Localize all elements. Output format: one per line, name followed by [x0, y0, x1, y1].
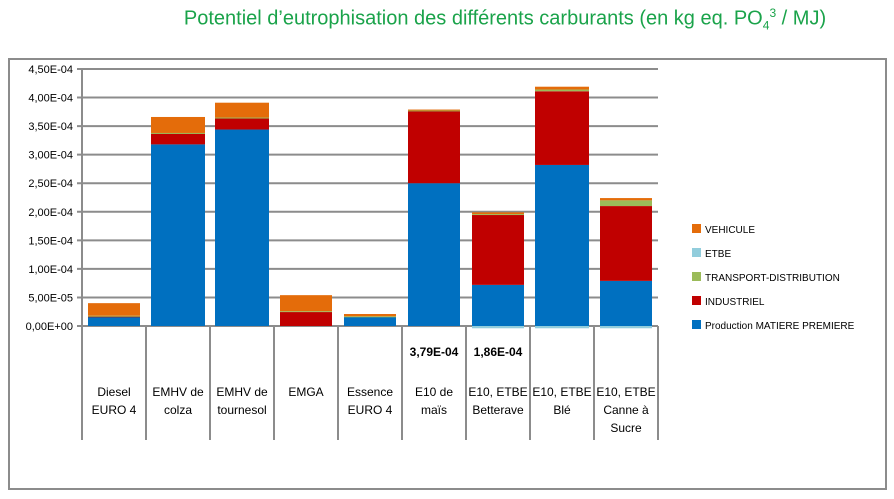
- x-category-label: Diesel: [97, 385, 130, 399]
- legend-label: TRANSPORT-DISTRIBUTION: [705, 273, 840, 284]
- bar-segment-vehicule: [535, 86, 589, 90]
- bar-segment-transport-distribution: [472, 214, 524, 216]
- title-sup: 3: [769, 6, 777, 20]
- bar-segment-production-matiere-premiere: [600, 280, 652, 326]
- x-category-label: Betterave: [472, 403, 524, 417]
- bar-segment-vehicule: [344, 314, 396, 317]
- bar-segment-transport-distribution: [408, 110, 460, 112]
- bar-segment-transport-distribution: [280, 311, 332, 313]
- x-category-label: EURO 4: [92, 403, 137, 417]
- bar-segment-industriel: [280, 311, 332, 326]
- y-tick-label: 4,50E-04: [28, 64, 73, 76]
- x-category-label: EURO 4: [348, 403, 393, 417]
- title-text: Potentiel d’eutrophisation des différent…: [183, 7, 763, 30]
- bar-segment-vehicule: [600, 198, 652, 201]
- bar-segment-industriel: [408, 110, 460, 184]
- bar-segment-transport-distribution: [151, 132, 205, 134]
- bar-segment-industriel: [535, 91, 589, 165]
- legend-swatch: [692, 296, 701, 305]
- x-category-label: tournesol: [217, 403, 266, 417]
- chart-frame: [8, 58, 887, 490]
- bar-segment-vehicule: [472, 212, 524, 215]
- bar-segment-industriel: [88, 316, 140, 318]
- title-end: / MJ): [776, 7, 827, 30]
- bar-segment-transport-distribution: [88, 315, 140, 317]
- bar-segment-vehicule: [88, 303, 140, 316]
- bar-segment-etbe: [535, 326, 589, 329]
- y-tick-label: 1,00E-04: [28, 264, 73, 276]
- legend-swatch: [692, 320, 701, 329]
- chart-title: Potentiel d’eutrophisation des différent…: [0, 6, 894, 33]
- data-label: 3,79E-04: [410, 345, 459, 359]
- bar-segment-industriel: [600, 206, 652, 281]
- legend-label: INDUSTRIEL: [705, 297, 765, 308]
- x-category-label: Canne à: [603, 403, 649, 417]
- bar-segment-transport-distribution: [600, 200, 652, 207]
- y-tick-label: 0,00E+00: [26, 321, 73, 333]
- title-sub: 4: [762, 18, 770, 33]
- bar-segment-vehicule: [215, 102, 269, 118]
- bar-segment-production-matiere-premiere: [215, 129, 269, 326]
- bar-segment-production-matiere-premiere: [88, 316, 140, 326]
- y-tick-label: 2,00E-04: [28, 207, 73, 219]
- x-category-label: Essence: [347, 385, 393, 399]
- bar-segment-vehicule: [151, 116, 205, 133]
- bar-segment-production-matiere-premiere: [151, 144, 205, 326]
- y-tick-label: 3,00E-04: [28, 150, 73, 162]
- legend-swatch: [692, 224, 701, 233]
- x-category-label: E10, ETBE: [596, 385, 655, 399]
- legend-label: Production MATIERE PREMIERE: [705, 321, 855, 332]
- bar-segment-transport-distribution: [344, 316, 396, 318]
- y-tick-label: 4,00E-04: [28, 93, 73, 105]
- x-category-label: colza: [164, 403, 192, 417]
- bar-segment-vehicule: [408, 109, 460, 111]
- bar-segment-etbe: [600, 326, 652, 329]
- y-tick-label: 1,50E-04: [28, 235, 73, 247]
- bar-segment-production-matiere-premiere: [408, 183, 460, 326]
- legend-swatch: [692, 248, 701, 257]
- x-category-label: Sucre: [610, 421, 642, 435]
- x-category-label: E10 de: [415, 385, 453, 399]
- y-tick-label: 3,50E-04: [28, 121, 73, 133]
- legend-swatch: [692, 272, 701, 281]
- bar-segment-industriel: [151, 133, 205, 145]
- legend-label: VEHICULE: [705, 225, 755, 236]
- x-category-label: EMHV de: [216, 385, 268, 399]
- x-category-label: EMGA: [288, 385, 323, 399]
- bar-segment-production-matiere-premiere: [344, 316, 396, 326]
- bar-segment-transport-distribution: [535, 89, 589, 92]
- x-category-label: E10, ETBE: [532, 385, 591, 399]
- x-category-label: maïs: [421, 403, 447, 417]
- bar-segment-transport-distribution: [215, 117, 269, 119]
- bar-segment-vehicule: [280, 295, 332, 312]
- bar-segment-etbe: [472, 326, 524, 329]
- legend-label: ETBE: [705, 249, 731, 260]
- data-label: 1,86E-04: [474, 345, 523, 359]
- bar-segment-production-matiere-premiere: [535, 164, 589, 326]
- y-tick-label: 2,50E-04: [28, 178, 73, 190]
- x-category-label: E10, ETBE: [468, 385, 527, 399]
- bar-segment-industriel: [472, 214, 524, 285]
- bar-segment-industriel: [215, 118, 269, 130]
- x-category-label: EMHV de: [152, 385, 204, 399]
- x-category-label: Blé: [553, 403, 571, 417]
- bar-segment-production-matiere-premiere: [472, 284, 524, 326]
- y-tick-label: 5,00E-05: [28, 292, 73, 304]
